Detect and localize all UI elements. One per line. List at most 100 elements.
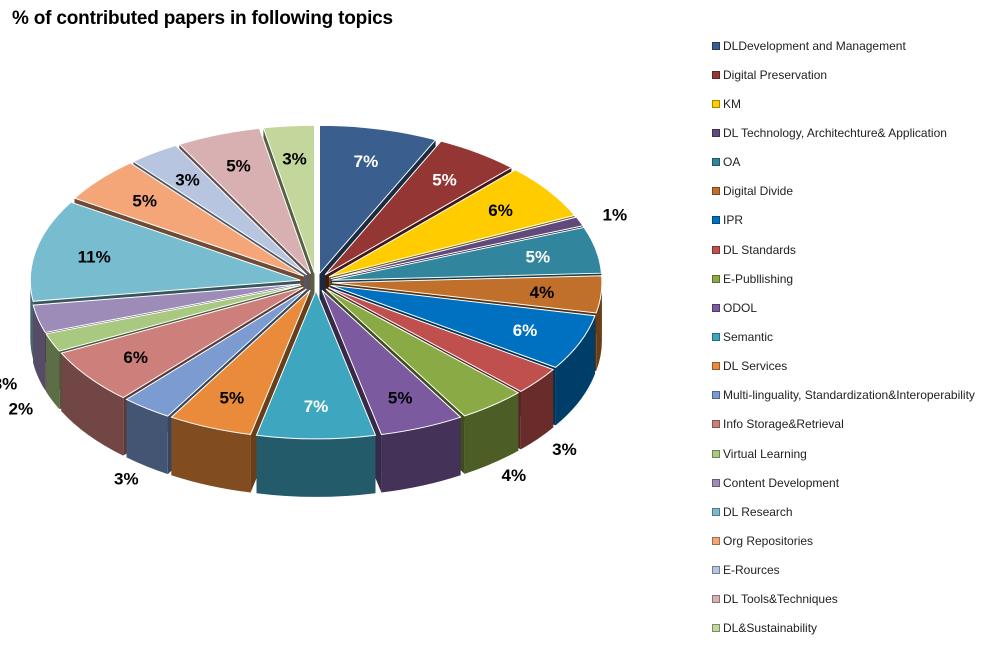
legend-label: DLDevelopment and Management (723, 38, 906, 53)
legend-swatch (712, 332, 720, 341)
slice-label: 6% (123, 348, 148, 367)
legend-item: DL Research (712, 497, 975, 526)
legend-swatch (712, 216, 720, 225)
legend-swatch (712, 507, 720, 516)
legend-label: OA (723, 155, 741, 170)
slice-top (29, 201, 301, 302)
legend-swatch (712, 303, 720, 312)
legend-label: DL Tools&Techniques (723, 592, 838, 607)
legend-item: DL Tools&Techniques (712, 585, 975, 614)
legend-label: DL Technology, Architechture& Applicatio… (723, 125, 947, 140)
legend-item: Digital Preservation (712, 60, 975, 89)
slice-label: 5% (526, 248, 551, 267)
slice-label: 4% (530, 283, 555, 302)
slice-top (331, 275, 603, 314)
slice-label: 3% (282, 149, 307, 168)
legend-swatch (712, 595, 720, 604)
slice-top (178, 127, 311, 275)
legend-swatch (712, 536, 720, 545)
legend-item: Content Development (712, 468, 975, 497)
legend-label: DL Standards (723, 242, 796, 257)
legend-label: Multi-linguality, Standardization&Intero… (723, 388, 975, 403)
legend-label: Digital Preservation (723, 67, 828, 82)
legend-swatch (712, 391, 720, 400)
slice-label: 3% (0, 374, 17, 393)
legend-label: Virtual Learning (723, 446, 807, 461)
slice-label: 7% (304, 397, 329, 416)
slice-top (324, 140, 513, 276)
legend: DLDevelopment and Management Digital Pres… (712, 31, 975, 643)
legend-item: OA (712, 148, 975, 177)
legend-item: Digital Divide (712, 177, 975, 206)
legend-item: DL Technology, Architechture& Applicatio… (712, 118, 975, 147)
legend-label: Digital Divide (723, 184, 794, 199)
legend-item: ODOL (712, 293, 975, 322)
legend-label: Info Storage&Retrieval (723, 417, 844, 432)
slice-label: 5% (226, 156, 251, 175)
legend-swatch (712, 41, 720, 50)
legend-item: E-Rources (712, 556, 975, 585)
slice-top (132, 144, 308, 276)
legend-swatch (712, 245, 720, 254)
legend-swatch (712, 274, 720, 283)
legend-label: DL Research (723, 504, 793, 519)
slice-label: 5% (132, 192, 157, 211)
legend-label: ODOL (723, 300, 758, 315)
slice-label: 1% (603, 206, 628, 225)
slice-top (32, 283, 301, 334)
legend-label: Org Repositories (723, 533, 814, 548)
slice-top (262, 124, 315, 274)
legend-swatch (712, 158, 720, 167)
legend-item: DL Services (712, 352, 975, 381)
slice-top (170, 289, 311, 436)
legend-swatch (712, 420, 720, 429)
slice-top (45, 284, 302, 352)
slice-label: 3% (175, 171, 200, 190)
legend-label: DL&Sustainability (723, 621, 818, 636)
legend-swatch (712, 362, 720, 371)
legend-label: E-Rources (723, 563, 780, 578)
slice-label: 7% (354, 152, 379, 171)
slice-label: 4% (502, 466, 527, 485)
legend-swatch (712, 566, 720, 575)
slice-top (73, 162, 305, 277)
slice-top (325, 288, 520, 417)
legend-item: DL&Sustainability (712, 614, 975, 643)
legend-label: Content Development (723, 475, 840, 490)
slice-label: 3% (552, 440, 577, 459)
slice-label: 3% (114, 469, 139, 488)
legend-swatch (712, 128, 720, 137)
legend-item: Info Storage&Retrieval (712, 410, 975, 439)
legend-item: Org Repositories (712, 526, 975, 555)
slice-top (330, 216, 584, 280)
legend-swatch (712, 449, 720, 458)
legend-item: IPR (712, 206, 975, 235)
slice-top (319, 124, 437, 275)
pie-chart: 7% 5% 6% 1% 5% 4% 6% 3% 4% 5% 7% 5% 3% 6% 2% 3% 11% 5% 3% 5… (0, 124, 628, 497)
chart-title: % of contributed papers in following top… (12, 8, 393, 29)
legend-item: E-Publlishing (712, 264, 975, 293)
legend-item: Multi-linguality, Standardization&Intero… (712, 381, 975, 410)
legend-item: KM (712, 89, 975, 118)
legend-label: DL Services (723, 359, 788, 374)
slice-top (328, 169, 576, 278)
slice-label: 6% (513, 321, 538, 340)
slice-label: 5% (220, 388, 245, 407)
legend-label: E-Publlishing (723, 271, 794, 286)
legend-swatch (712, 624, 720, 633)
legend-label: IPR (723, 213, 744, 228)
slice-top (331, 226, 602, 281)
legend-item: Semantic (712, 322, 975, 351)
slice-top (328, 287, 555, 392)
legend-label: KM (723, 96, 741, 111)
legend-label: Semantic (723, 329, 774, 344)
slice-top (60, 286, 304, 399)
slice-label: 11% (78, 248, 111, 267)
legend-item: Virtual Learning (712, 439, 975, 468)
slice-top (330, 284, 596, 368)
slice-label: 6% (488, 201, 513, 220)
legend-item: DL Standards (712, 235, 975, 264)
slice-label: 5% (388, 388, 413, 407)
legend-swatch (712, 99, 720, 108)
slice-top (321, 289, 462, 436)
